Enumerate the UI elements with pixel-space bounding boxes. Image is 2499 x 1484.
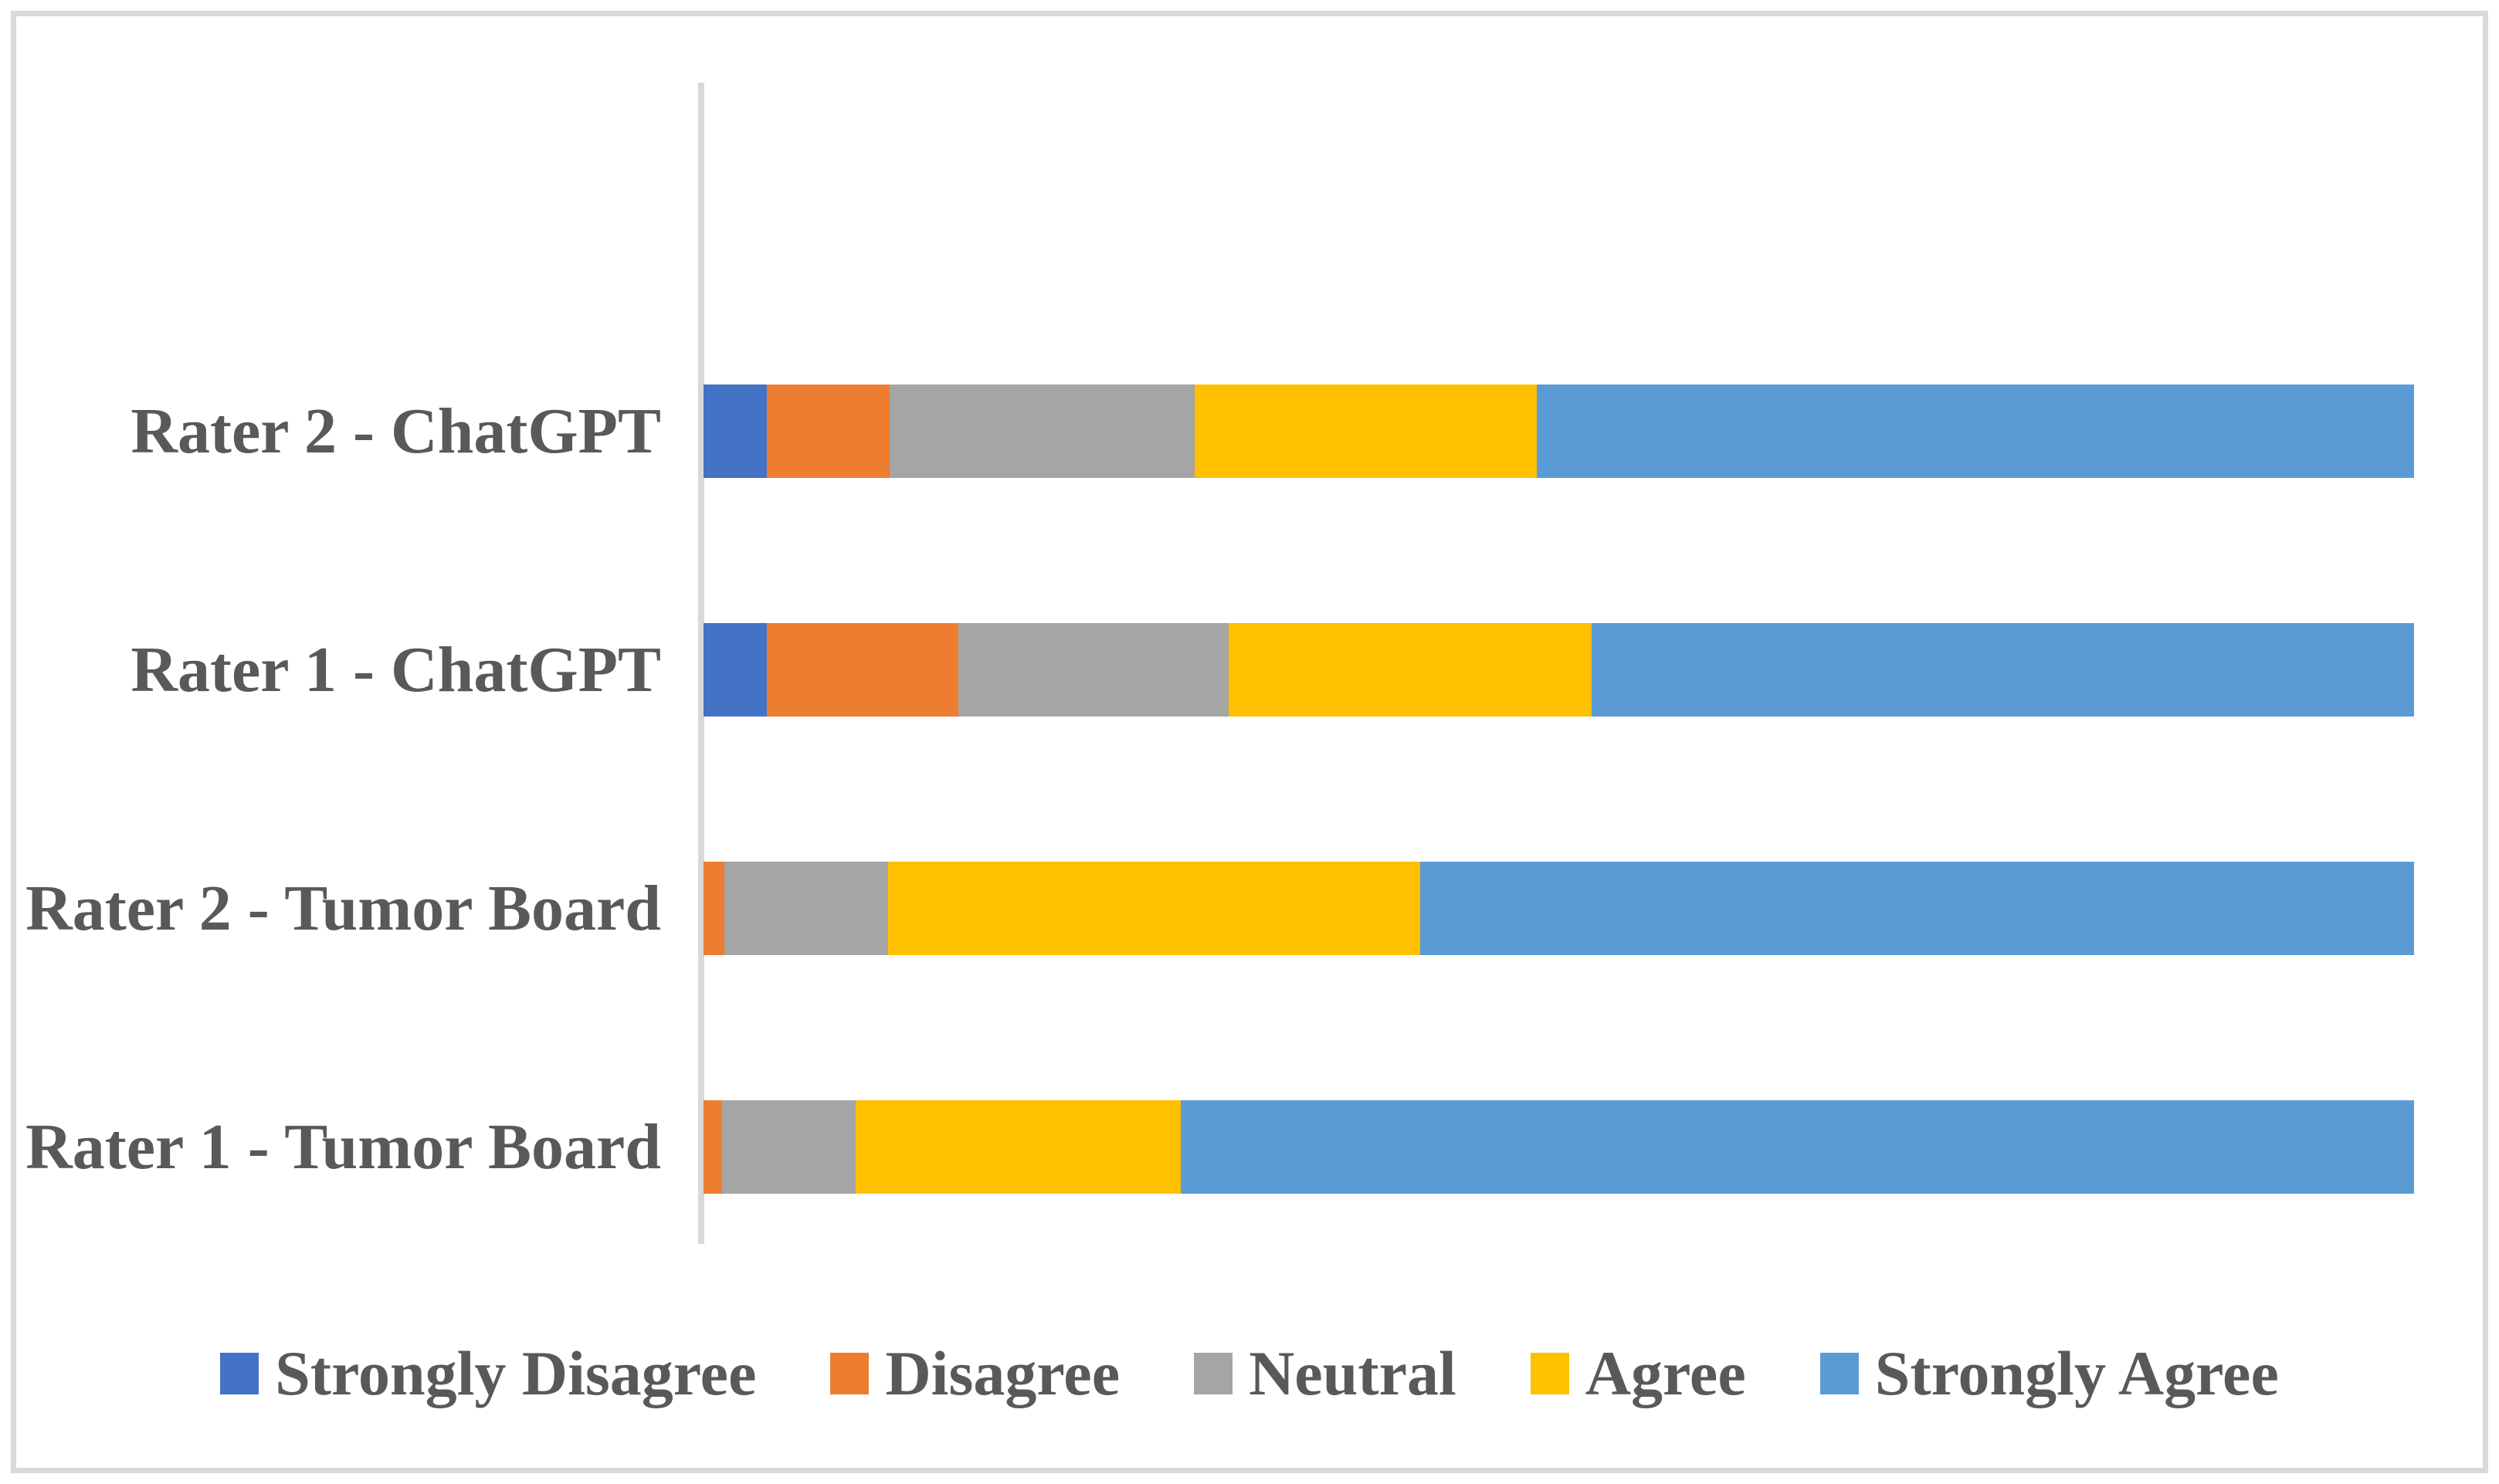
bar-segment-neutral <box>722 1100 856 1194</box>
category-label-rater-2-chatgpt: Rater 2 - ChatGPT <box>131 395 661 467</box>
legend-label-strongly-agree: Strongly Agree <box>1874 1338 2279 1408</box>
legend-swatch-strongly-disagree <box>220 1353 259 1394</box>
legend: Strongly Disagree Disagree Neutral Agree Str… <box>0 1322 2499 1425</box>
legend-item-disagree: Disagree <box>830 1337 1120 1410</box>
bar-segment-strongly-agree <box>1591 623 2414 717</box>
bar-row: Rater 2 - ChatGPT <box>0 385 2499 478</box>
category-label-rater-1-chatgpt: Rater 1 - ChatGPT <box>131 634 661 706</box>
legend-label-agree: Agree <box>1585 1338 1746 1408</box>
stacked-bar-rater-1-chatgpt <box>704 623 2414 717</box>
category-label-rater-2-tumor-board: Rater 2 - Tumor Board <box>25 872 661 944</box>
stacked-bar-rater-1-tumor-board <box>704 1100 2414 1194</box>
legend-item-agree: Agree <box>1530 1337 1746 1410</box>
legend-item-strongly-disagree: Strongly Disagree <box>220 1337 756 1410</box>
bar-segment-disagree <box>704 862 724 955</box>
category-label-rater-1-tumor-board: Rater 1 - Tumor Board <box>25 1111 661 1183</box>
bar-segment-disagree <box>766 623 959 717</box>
legend-item-neutral: Neutral <box>1194 1337 1456 1410</box>
bar-segment-agree <box>856 1100 1181 1194</box>
chart-border-frame <box>11 11 2488 1473</box>
bar-segment-disagree <box>766 385 890 478</box>
bar-segment-agree <box>888 862 1421 955</box>
bar-segment-strongly-agree <box>1180 1100 2414 1194</box>
bar-segment-agree <box>1194 385 1537 478</box>
legend-label-strongly-disagree: Strongly Disagree <box>275 1338 757 1408</box>
stacked-bar-rater-2-tumor-board <box>704 862 2414 955</box>
legend-swatch-disagree <box>830 1353 870 1394</box>
bar-segment-neutral <box>890 385 1195 478</box>
legend-swatch-agree <box>1530 1353 1569 1394</box>
bar-segment-strongly-disagree <box>704 623 767 717</box>
legend-label-neutral: Neutral <box>1249 1338 1456 1408</box>
bar-segment-neutral <box>958 623 1229 717</box>
stacked-bar-rater-2-chatgpt <box>704 385 2414 478</box>
bar-row: Rater 1 - Tumor Board <box>0 1100 2499 1194</box>
bar-row: Rater 2 - Tumor Board <box>0 862 2499 955</box>
bar-segment-neutral <box>724 862 889 955</box>
bar-segment-disagree <box>704 1100 723 1194</box>
bar-segment-strongly-disagree <box>704 385 767 478</box>
legend-swatch-neutral <box>1194 1353 1233 1394</box>
legend-item-strongly-agree: Strongly Agree <box>1819 1337 2279 1410</box>
legend-swatch-strongly-agree <box>1819 1353 1859 1394</box>
bar-segment-strongly-agree <box>1420 862 2414 955</box>
legend-label-disagree: Disagree <box>885 1338 1121 1408</box>
bar-segment-strongly-agree <box>1536 385 2414 478</box>
bar-row: Rater 1 - ChatGPT <box>0 623 2499 717</box>
category-axis-line <box>698 83 704 1244</box>
bar-segment-agree <box>1229 623 1592 717</box>
